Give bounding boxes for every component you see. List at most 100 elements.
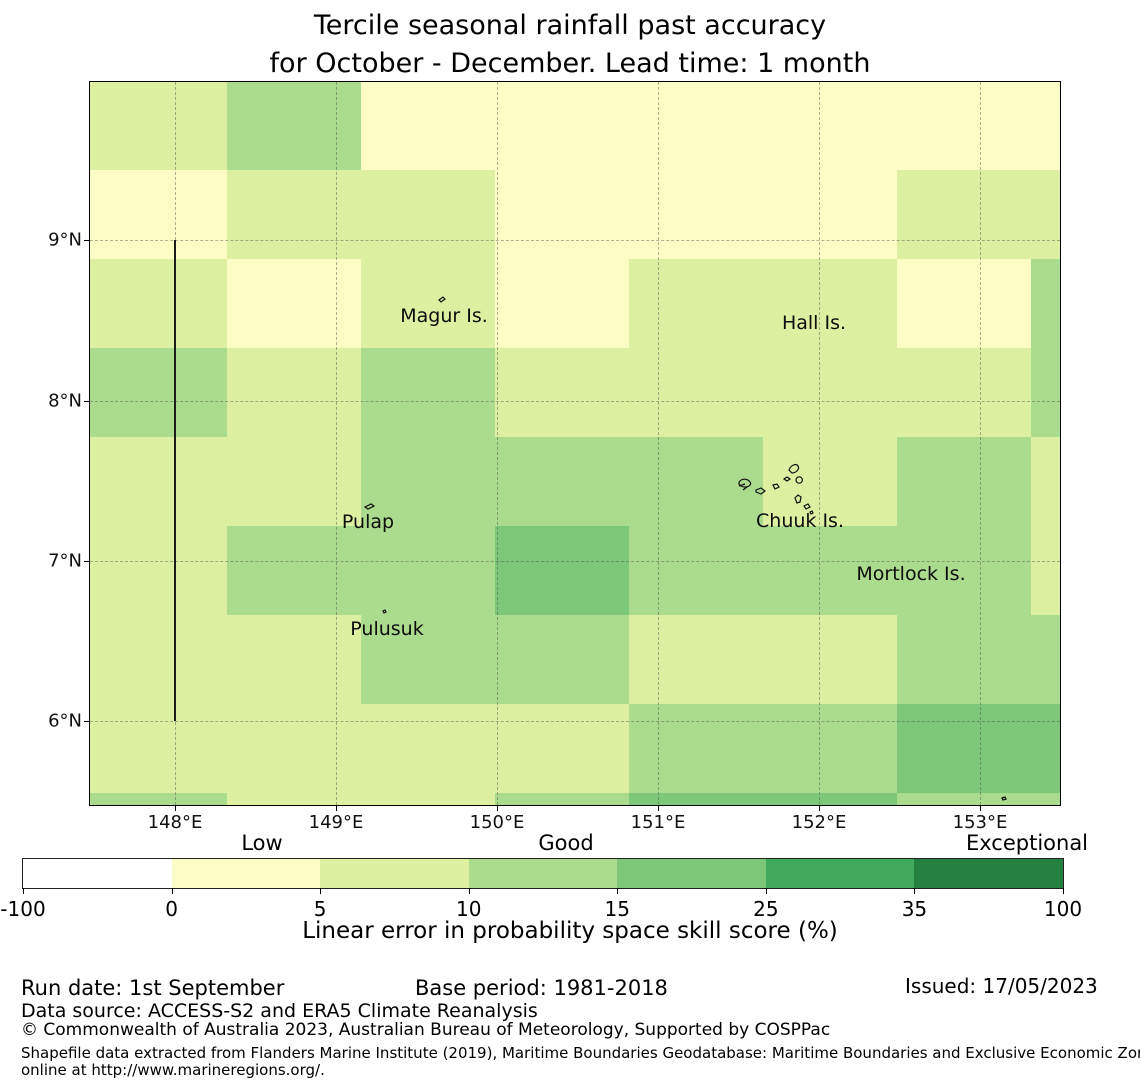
map-cell	[1031, 615, 1060, 704]
colorbar-tick-label: 0	[165, 897, 178, 921]
x-tick-mark	[980, 805, 981, 811]
colorbar-tick-mark	[1063, 888, 1064, 894]
y-tick-mark	[84, 240, 90, 241]
map-cell	[361, 348, 495, 437]
map-cell	[227, 437, 361, 526]
x-tick-label: 153°E	[952, 812, 1008, 833]
footer-shapefile-line2: online at http://www.marineregions.org/.	[21, 1061, 325, 1079]
map-cell	[629, 348, 763, 437]
eez-boundary-line	[174, 240, 176, 721]
map-cell	[361, 259, 495, 348]
colorbar-tick-mark	[23, 888, 24, 894]
colorbar-tick-mark	[765, 888, 767, 894]
map-cell	[495, 348, 629, 437]
island-label: Pulap	[341, 511, 395, 533]
colorbar-tick-label: 35	[901, 897, 928, 921]
map-cell	[227, 793, 361, 805]
map-cell	[90, 348, 227, 437]
map-cell	[897, 793, 1031, 805]
map-cell	[90, 615, 227, 704]
map-cell	[897, 259, 1031, 348]
island-label: Chuuk Is.	[756, 510, 844, 532]
map-cell	[763, 526, 897, 615]
map-cell	[1031, 170, 1060, 259]
colorbar-caption: Linear error in probability space skill …	[302, 918, 838, 944]
y-tick-label: 7°N	[48, 550, 82, 572]
map-cell	[90, 437, 227, 526]
map-cell	[361, 615, 495, 704]
colorbar-tick-label: 25	[753, 897, 779, 921]
colorbar-segment	[468, 859, 618, 888]
x-tick-mark	[658, 805, 659, 811]
map-cell	[495, 526, 629, 615]
footer-base-period: Base period: 1981-2018	[415, 976, 668, 1000]
island-label: Pulusuk	[350, 618, 424, 640]
island-label: Mortlock Is.	[856, 563, 966, 585]
map-cell	[629, 704, 763, 793]
map-cell	[90, 793, 227, 805]
map-cell	[227, 170, 361, 259]
latitude-gridline	[90, 561, 1060, 562]
longitude-gridline	[658, 82, 659, 805]
map-cell	[897, 437, 1031, 526]
x-tick-label: 152°E	[791, 812, 847, 833]
colorbar-tick-mark	[468, 888, 470, 894]
x-tick-label: 149°E	[308, 812, 364, 833]
footer-run-date: Run date: 1st September	[21, 976, 285, 1000]
colorbar-tick-label: -100	[0, 897, 46, 921]
map-cell	[1031, 704, 1060, 793]
map-cell	[897, 170, 1031, 259]
map-cell	[763, 82, 897, 170]
map-cell	[763, 348, 897, 437]
map-cell	[90, 82, 227, 170]
colorbar-segment	[765, 859, 915, 888]
figure-title-line1: Tercile seasonal rainfall past accuracy	[313, 10, 827, 41]
colorbar-tick-label: 100	[1043, 897, 1083, 921]
map-cell	[897, 704, 1031, 793]
colorbar	[22, 858, 1064, 889]
colorbar-tick-label: 5	[313, 897, 327, 921]
colorbar-tick-mark	[914, 888, 916, 894]
y-tick-mark	[84, 721, 90, 722]
footer-issued: Issued: 17/05/2023	[905, 974, 1098, 998]
latitude-gridline	[90, 401, 1060, 402]
y-tick-label: 8°N	[48, 390, 82, 412]
island-label: Hall Is.	[781, 312, 847, 334]
longitude-gridline	[819, 82, 820, 805]
map-cell	[629, 615, 763, 704]
x-tick-label: 150°E	[469, 812, 525, 833]
footer-shapefile-line1: Shapefile data extracted from Flanders M…	[21, 1044, 1140, 1062]
colorbar-segment	[23, 859, 172, 888]
map-cell	[495, 793, 629, 805]
map-cell	[1031, 82, 1060, 170]
longitude-gridline	[497, 82, 498, 805]
map-cell	[897, 526, 1031, 615]
map-cell	[1031, 793, 1060, 805]
map-cell	[629, 259, 763, 348]
x-tick-mark	[336, 805, 337, 811]
map-cell	[495, 170, 629, 259]
map-cell	[629, 437, 763, 526]
x-tick-mark	[497, 805, 498, 811]
colorbar-category-label: Exceptional	[965, 831, 1089, 855]
longitude-gridline	[980, 82, 981, 805]
colorbar-segment	[617, 859, 766, 888]
map-cell	[361, 793, 495, 805]
map-cell	[90, 170, 227, 259]
map-cell	[90, 526, 227, 615]
map-cell	[361, 170, 495, 259]
footer-copyright: © Commonwealth of Australia 2023, Austra…	[21, 1020, 831, 1040]
latitude-gridline	[90, 721, 1060, 722]
map-panel: Magur Is. Hall Is. Pulap Chuuk Is. Mortlock …	[89, 81, 1061, 806]
map-cell	[763, 170, 897, 259]
map-cell	[495, 615, 629, 704]
map-cell	[361, 437, 495, 526]
map-cell	[629, 82, 763, 170]
map-cell	[897, 615, 1031, 704]
map-cell	[763, 615, 897, 704]
y-tick-mark	[84, 401, 90, 402]
map-cell	[1031, 259, 1060, 348]
colorbar-category-label: Good	[538, 831, 594, 855]
map-cell	[495, 82, 629, 170]
map-cell	[763, 437, 897, 526]
